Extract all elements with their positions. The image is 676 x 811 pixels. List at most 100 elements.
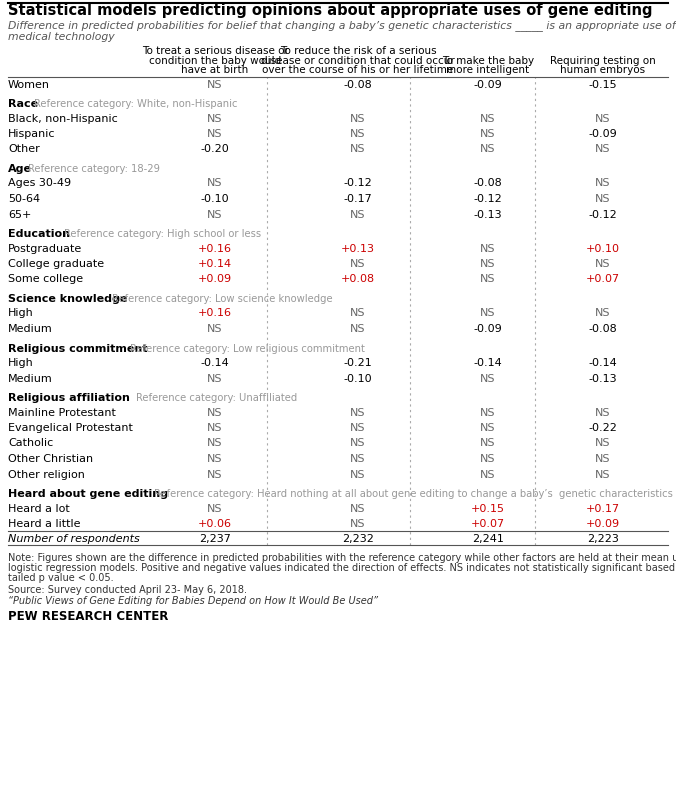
Text: Number of respondents: Number of respondents — [8, 534, 140, 543]
Text: NS: NS — [208, 114, 223, 123]
Text: -0.17: -0.17 — [343, 194, 372, 204]
Text: Reference category: White, non-Hispanic: Reference category: White, non-Hispanic — [34, 99, 237, 109]
Text: NS: NS — [480, 129, 496, 139]
Text: +0.17: +0.17 — [586, 504, 620, 513]
Text: -0.13: -0.13 — [589, 374, 617, 384]
Text: NS: NS — [596, 194, 610, 204]
Text: Mainline Protestant: Mainline Protestant — [8, 407, 116, 418]
Text: -0.12: -0.12 — [474, 194, 502, 204]
Text: -0.10: -0.10 — [201, 194, 229, 204]
Text: Race: Race — [8, 99, 38, 109]
Text: -0.20: -0.20 — [201, 144, 229, 155]
Text: NS: NS — [208, 454, 223, 464]
Text: Requiring testing on: Requiring testing on — [550, 55, 656, 66]
Text: Reference category: 18-29: Reference category: 18-29 — [28, 164, 160, 174]
Text: NS: NS — [480, 374, 496, 384]
Text: +0.06: +0.06 — [198, 519, 232, 529]
Text: -0.09: -0.09 — [474, 79, 502, 89]
Text: over the course of his or her lifetime: over the course of his or her lifetime — [262, 65, 454, 75]
Text: NS: NS — [480, 407, 496, 418]
Text: College graduate: College graduate — [8, 259, 104, 269]
Text: -0.22: -0.22 — [589, 423, 617, 433]
Text: -0.14: -0.14 — [201, 358, 229, 368]
Text: have at birth: have at birth — [181, 65, 249, 75]
Text: NS: NS — [208, 407, 223, 418]
Text: +0.13: +0.13 — [341, 243, 375, 254]
Text: -0.21: -0.21 — [343, 358, 372, 368]
Text: NS: NS — [208, 504, 223, 513]
Text: -0.14: -0.14 — [589, 358, 617, 368]
Text: disease or condition that could occur: disease or condition that could occur — [261, 55, 455, 66]
Text: Statistical models predicting opinions about appropriate uses of gene editing: Statistical models predicting opinions a… — [8, 3, 652, 18]
Text: Black, non-Hispanic: Black, non-Hispanic — [8, 114, 118, 123]
Text: NS: NS — [480, 274, 496, 285]
Text: -0.12: -0.12 — [343, 178, 372, 188]
Text: NS: NS — [596, 439, 610, 448]
Text: Hispanic: Hispanic — [8, 129, 55, 139]
Text: NS: NS — [596, 114, 610, 123]
Text: “Public Views of Gene Editing for Babies Depend on How It Would Be Used”: “Public Views of Gene Editing for Babies… — [8, 596, 378, 607]
Text: -0.15: -0.15 — [589, 79, 617, 89]
Text: Some college: Some college — [8, 274, 83, 285]
Text: Women: Women — [8, 79, 50, 89]
Text: NS: NS — [208, 79, 223, 89]
Text: Reference category: Low religious commitment: Reference category: Low religious commit… — [130, 344, 365, 354]
Text: +0.14: +0.14 — [198, 259, 232, 269]
Text: NS: NS — [208, 470, 223, 479]
Text: NS: NS — [350, 407, 366, 418]
Text: Science knowledge: Science knowledge — [8, 294, 127, 304]
Text: NS: NS — [350, 504, 366, 513]
Text: Reference category: High school or less: Reference category: High school or less — [64, 229, 261, 239]
Text: Medium: Medium — [8, 374, 53, 384]
Text: NS: NS — [480, 439, 496, 448]
Text: NS: NS — [350, 259, 366, 269]
Text: -0.09: -0.09 — [474, 324, 502, 334]
Text: NS: NS — [350, 144, 366, 155]
Text: +0.09: +0.09 — [586, 519, 620, 529]
Text: +0.16: +0.16 — [198, 308, 232, 319]
Text: Religious commitment: Religious commitment — [8, 344, 147, 354]
Text: Reference category: Low science knowledge: Reference category: Low science knowledg… — [112, 294, 333, 304]
Text: NS: NS — [350, 454, 366, 464]
Text: 2,223: 2,223 — [587, 534, 619, 543]
Text: NS: NS — [208, 374, 223, 384]
Text: NS: NS — [480, 454, 496, 464]
Text: +0.15: +0.15 — [471, 504, 505, 513]
Text: Education: Education — [8, 229, 70, 239]
Text: NS: NS — [596, 259, 610, 269]
Text: +0.07: +0.07 — [471, 519, 505, 529]
Text: Source: Survey conducted April 23- May 6, 2018.: Source: Survey conducted April 23- May 6… — [8, 586, 247, 595]
Text: +0.07: +0.07 — [586, 274, 620, 285]
Text: more intelligent: more intelligent — [446, 65, 529, 75]
Text: NS: NS — [596, 454, 610, 464]
Text: +0.08: +0.08 — [341, 274, 375, 285]
Text: High: High — [8, 358, 34, 368]
Text: Reference category: Heard nothing at all about gene editing to change a baby’s  : Reference category: Heard nothing at all… — [154, 489, 673, 499]
Text: condition the baby would: condition the baby would — [149, 55, 281, 66]
Text: Other religion: Other religion — [8, 470, 85, 479]
Text: NS: NS — [208, 439, 223, 448]
Text: +0.09: +0.09 — [198, 274, 232, 285]
Text: NS: NS — [480, 114, 496, 123]
Text: NS: NS — [480, 423, 496, 433]
Text: Catholic: Catholic — [8, 439, 53, 448]
Text: Postgraduate: Postgraduate — [8, 243, 82, 254]
Text: Ages 30-49: Ages 30-49 — [8, 178, 71, 188]
Text: -0.09: -0.09 — [589, 129, 617, 139]
Text: 2,237: 2,237 — [199, 534, 231, 543]
Text: Difference in predicted probabilities for belief that changing a baby’s genetic : Difference in predicted probabilities fo… — [8, 20, 676, 31]
Text: NS: NS — [480, 470, 496, 479]
Text: To reduce the risk of a serious: To reduce the risk of a serious — [280, 46, 436, 56]
Text: logistic regression models. Positive and negative values indicated the direction: logistic regression models. Positive and… — [8, 564, 676, 573]
Text: -0.13: -0.13 — [474, 209, 502, 220]
Text: NS: NS — [350, 324, 366, 334]
Text: NS: NS — [350, 114, 366, 123]
Text: NS: NS — [350, 209, 366, 220]
Text: NS: NS — [208, 324, 223, 334]
Text: Age: Age — [8, 164, 32, 174]
Text: 2,241: 2,241 — [472, 534, 504, 543]
Text: NS: NS — [480, 308, 496, 319]
Text: NS: NS — [350, 308, 366, 319]
Text: NS: NS — [208, 209, 223, 220]
Text: Other: Other — [8, 144, 40, 155]
